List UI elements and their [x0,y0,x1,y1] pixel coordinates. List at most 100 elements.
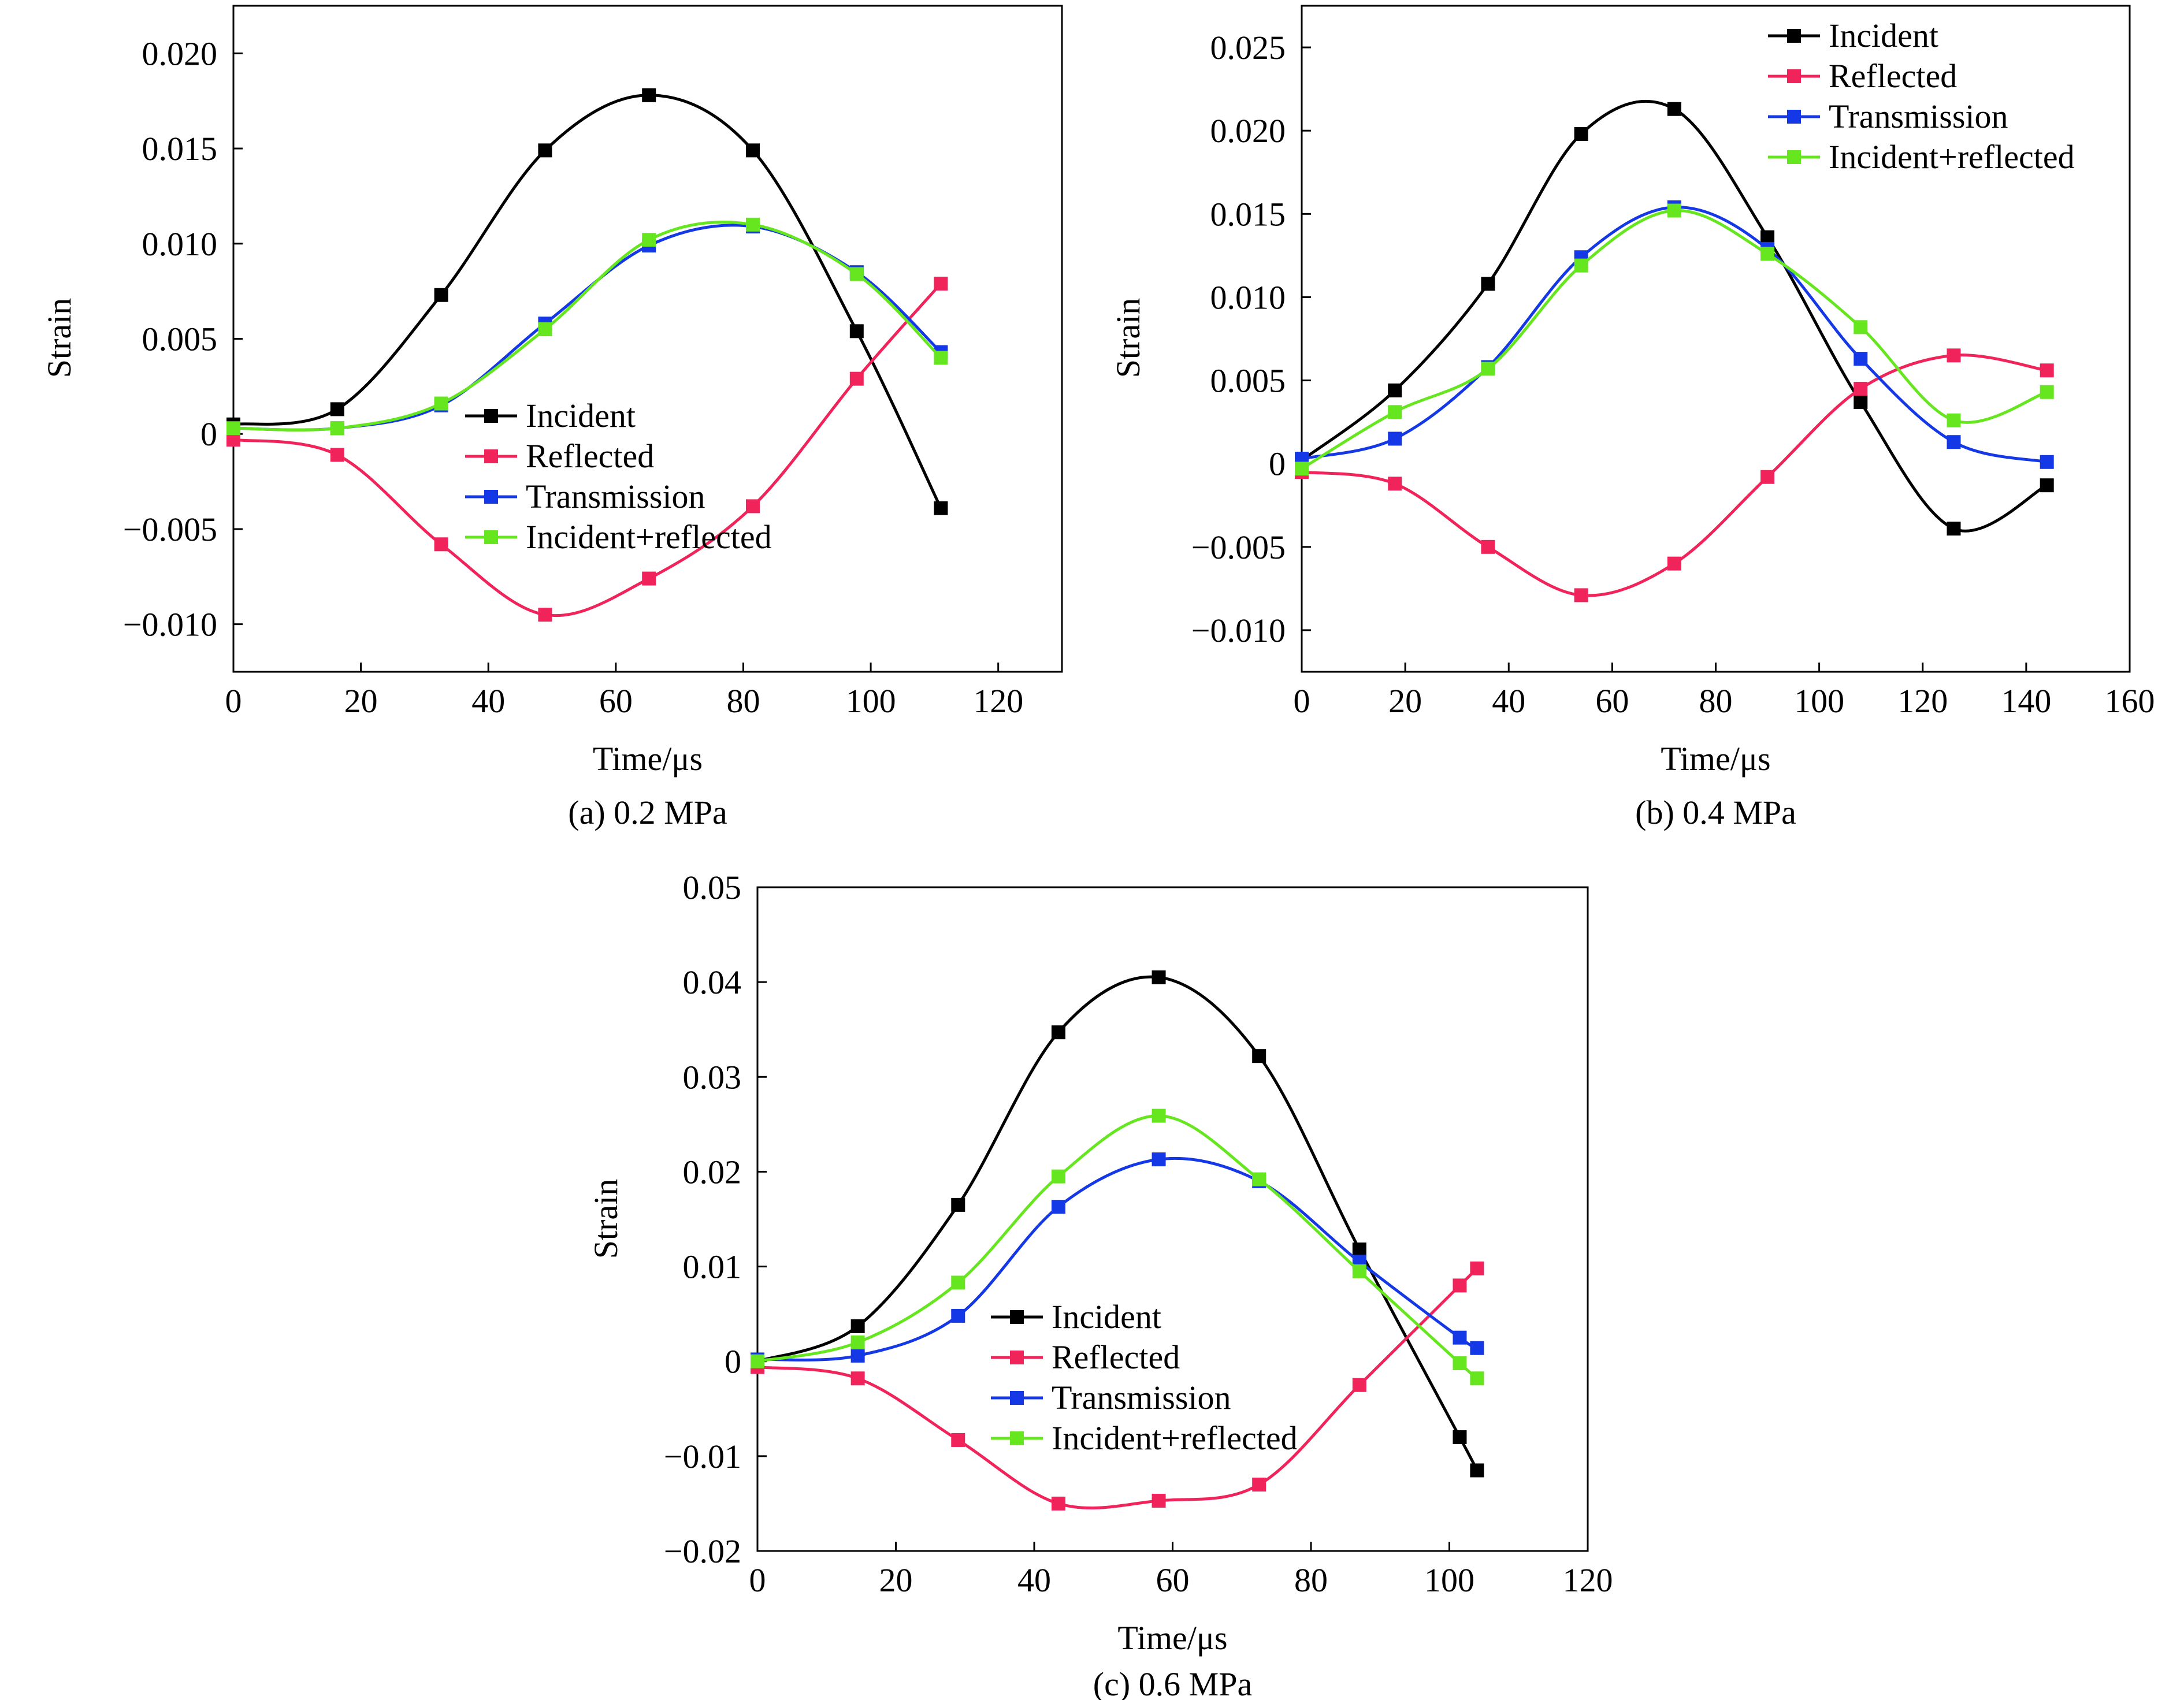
x-tick-label: 160 [2105,682,2155,720]
y-tick-label: 0.03 [683,1058,742,1096]
legend-marker [484,530,498,544]
data-point [1453,1278,1467,1293]
data-point [1051,1200,1065,1214]
series-incident [751,970,1484,1478]
panel-caption: (b) 0.4 MPa [1635,794,1796,831]
data-point [1947,413,1961,427]
legend-marker [1787,69,1801,83]
data-point [1481,540,1495,554]
legend-marker [484,409,498,423]
y-tick-label: 0.05 [683,869,742,906]
data-point [1152,970,1166,984]
y-tick-label: 0.02 [683,1153,742,1191]
legend-label: Incident [1829,17,1938,54]
data-point [1854,352,1868,366]
y-tick-label: −0.01 [664,1438,741,1475]
data-point [1388,431,1402,446]
legend-label: Reflected [1052,1338,1180,1376]
legend-entry: Incident [1768,17,1938,54]
data-point [1152,1494,1166,1508]
data-point [538,608,552,622]
data-point [1574,127,1588,141]
y-tick-label: −0.010 [1191,612,1286,649]
data-point [2040,385,2054,399]
data-point [1470,1341,1484,1355]
data-point [1947,348,1961,363]
legend-entry: Transmission [991,1379,1231,1416]
legend-entry: Reflected [1768,57,1957,95]
data-point [434,537,448,552]
data-point [538,322,552,337]
y-tick-label: −0.005 [123,511,217,548]
y-tick-label: 0.010 [142,225,218,263]
x-axis-label: Time/μs [593,740,703,778]
series-incident-reflected [751,1108,1484,1386]
y-tick-label: 0.025 [1210,29,1286,66]
data-point [1470,1371,1484,1386]
y-tick-label: −0.02 [664,1532,741,1570]
data-point [1152,1108,1166,1123]
legend-marker [1010,1391,1024,1405]
legend-marker [1787,110,1801,124]
data-point [330,421,344,436]
series-line [757,1156,1478,1362]
x-tick-label: 20 [1388,682,1422,720]
data-point [951,1275,965,1290]
legend-label: Incident+reflected [526,518,772,556]
data-point [746,217,760,232]
legend-marker [484,449,498,463]
data-point [934,351,948,365]
x-tick-label: 0 [225,682,242,720]
x-axis-label: Time/μs [1117,1619,1227,1657]
data-point [1352,1264,1366,1278]
data-point [1481,362,1495,376]
x-tick-label: 100 [846,682,896,720]
data-point [746,143,760,158]
data-point [1453,1430,1467,1445]
data-point [642,88,656,102]
data-point [2040,455,2054,469]
series-incident [226,88,948,515]
data-point [538,143,552,158]
series-transmission [751,1152,1484,1367]
y-tick-label: −0.005 [1191,529,1286,566]
legend-label: Transmission [526,478,705,515]
data-point [434,288,448,302]
x-tick-label: 40 [1017,1561,1051,1599]
legend-entry: Incident+reflected [465,518,772,556]
y-tick-label: 0 [725,1343,741,1381]
legend-marker [1010,1310,1024,1324]
legend-entry: Incident [465,397,636,434]
x-tick-label: 120 [973,682,1023,720]
panel-caption: (c) 0.6 MPa [1093,1665,1252,1700]
x-tick-label: 60 [1595,682,1629,720]
x-tick-label: 60 [599,682,633,720]
legend-entry: Transmission [465,478,705,515]
legend-entry: Transmission [1768,98,2008,135]
data-point [934,276,948,291]
legend-entry: Incident [991,1298,1161,1336]
y-tick-label: 0.020 [1210,112,1286,150]
x-tick-label: 20 [344,682,378,720]
data-point [1574,588,1588,602]
y-axis-label: Strain [587,1179,625,1259]
data-point [1470,1261,1484,1275]
data-point [850,1319,865,1333]
data-point [1947,522,1961,536]
series-reflected [226,276,948,622]
data-point [1388,383,1402,397]
series-line [233,282,942,617]
y-tick-label: 0.010 [1210,278,1286,316]
data-point [951,1308,965,1323]
legend-label: Transmission [1052,1379,1231,1416]
x-tick-label: 120 [1897,682,1948,720]
data-point [1667,102,1681,116]
series-reflected [1295,348,2054,602]
data-point [1760,230,1775,244]
legend-entry: Reflected [465,437,654,475]
legend-marker [484,490,498,504]
y-axis-label: Strain [40,298,78,378]
data-point [1854,395,1868,410]
x-tick-label: 40 [471,682,505,720]
